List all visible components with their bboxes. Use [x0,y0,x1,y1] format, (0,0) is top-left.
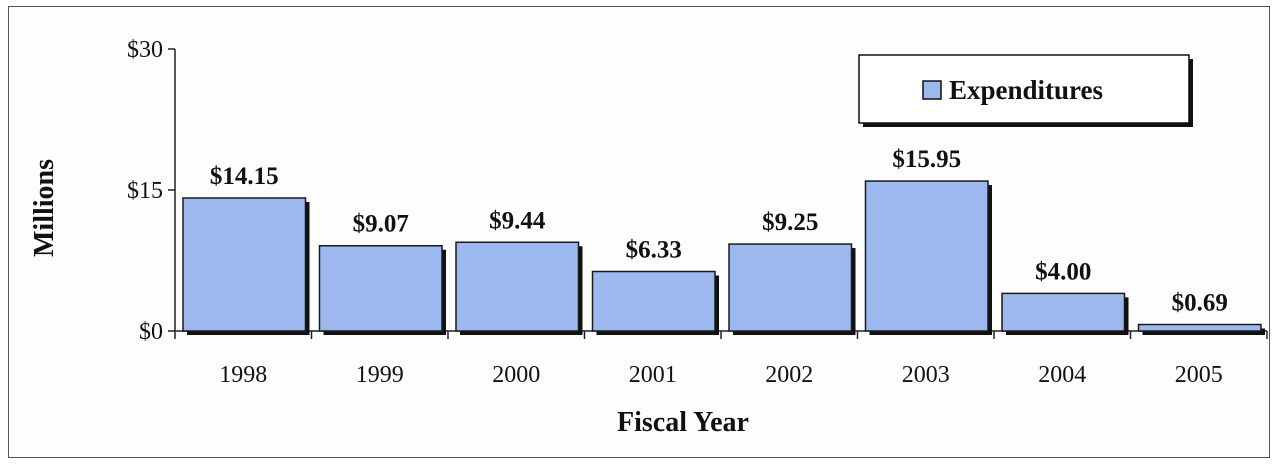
chart: $0 $15 $30 1998 1999 2000 2001 2002 2003 2004 200… [8,6,1270,458]
data-label: $15.95 [892,146,961,173]
bar [318,244,443,332]
bar [591,270,716,332]
data-label: $9.44 [489,207,546,234]
bar [728,243,853,332]
legend-swatch [922,80,942,100]
bar [1137,323,1262,332]
legend-box [858,54,1190,124]
x-axis-title: Fiscal Year [617,407,749,438]
y-axis: $0 $15 $30 [127,37,176,345]
y-tick-label: $0 [139,319,163,345]
x-tick-label: 2003 [902,362,950,388]
data-label: $14.15 [210,163,279,190]
data-label: $4.00 [1035,258,1091,285]
x-tick-label: 2005 [1175,362,1223,388]
x-tick-label: 1999 [356,362,404,388]
x-tick-label: 2004 [1038,362,1086,388]
y-axis-title: Millions [29,159,60,257]
data-label: $6.33 [626,236,682,263]
legend: Expenditures [858,54,1193,127]
x-axis: 1998 1999 2000 2001 2002 2003 2004 2005 [174,330,1268,388]
bars [182,180,1265,335]
bar [864,180,989,332]
legend-label: Expenditures [949,75,1103,105]
bar [455,241,580,332]
bar-chart-svg: $0 $15 $30 1998 1999 2000 2001 2002 2003 2004 200… [29,37,1268,438]
y-tick-label: $30 [127,37,163,63]
data-labels: $14.15 $9.07 $9.44 $6.33 $9.25 $15.95 $4.00 $0.… [210,146,1228,316]
bar [1001,292,1126,332]
x-tick-label: 2002 [765,362,813,388]
data-label: $9.25 [762,209,818,236]
x-tick-label: 2000 [492,362,540,388]
bar [182,197,307,332]
data-label: $0.69 [1172,290,1228,317]
bar-shadow [1142,328,1265,335]
data-label: $9.07 [353,211,409,238]
x-tick-label: 2001 [629,362,677,388]
y-tick-label: $15 [127,178,163,204]
x-tick-label: 1998 [219,362,267,388]
